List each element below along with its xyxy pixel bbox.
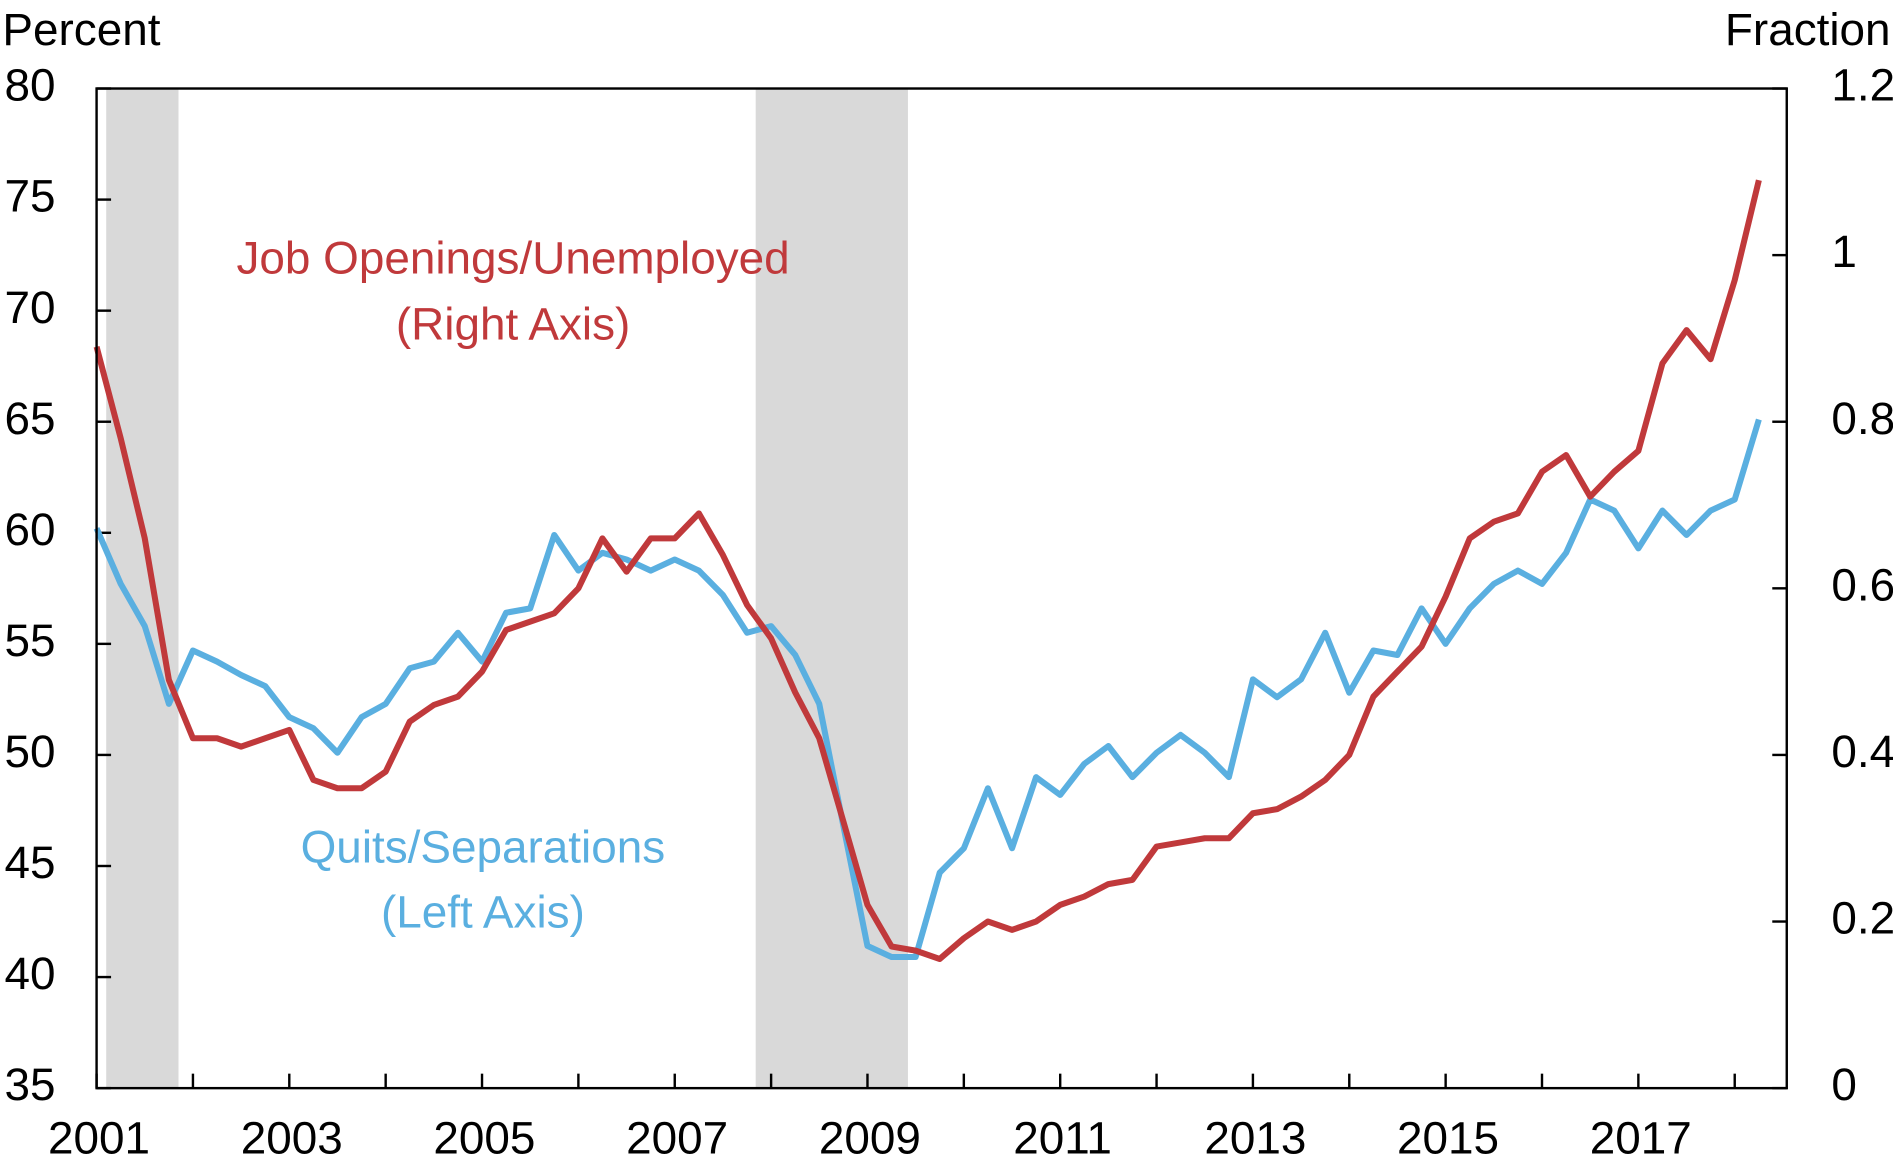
y-tick-label: 50 xyxy=(5,725,56,777)
y-tick-label: 75 xyxy=(5,170,56,222)
recession-band xyxy=(106,88,179,1089)
x-tick-label: 2005 xyxy=(433,1111,535,1163)
annotation: (Right Axis) xyxy=(396,298,630,350)
y2-tick-label: 0.6 xyxy=(1831,558,1893,610)
x-tick-label: 2003 xyxy=(241,1111,343,1163)
recession-band xyxy=(755,88,908,1089)
x-tick-label: 2009 xyxy=(819,1111,921,1163)
y2-tick-label: 0.8 xyxy=(1831,392,1893,444)
y2-tick-label: 1.2 xyxy=(1831,59,1893,111)
series-line xyxy=(93,179,1762,962)
y2-tick-label: 0 xyxy=(1831,1058,1857,1110)
y2-tick-label: 1 xyxy=(1831,225,1857,277)
y-tick-label: 35 xyxy=(5,1058,56,1110)
series-line xyxy=(93,418,1762,961)
y2-tick-label: 0.2 xyxy=(1831,892,1893,944)
y-tick-label: 55 xyxy=(5,614,56,666)
x-tick-label: 2001 xyxy=(48,1111,150,1163)
x-tick-label: 2013 xyxy=(1204,1111,1306,1163)
y-tick-label: 80 xyxy=(5,59,56,111)
plot-frame xyxy=(95,87,1788,1090)
y-tick-label: 70 xyxy=(5,281,56,333)
y-tick-label: 65 xyxy=(5,392,56,444)
annotation: (Left Axis) xyxy=(381,886,585,938)
y-tick-label: 40 xyxy=(5,947,56,999)
y2-tick-label: 0.4 xyxy=(1831,725,1893,777)
annotation: Quits/Separations xyxy=(301,820,666,872)
y-tick-label: 60 xyxy=(5,503,56,555)
x-tick-label: 2007 xyxy=(626,1111,728,1163)
y-tick-label: 45 xyxy=(5,836,56,888)
x-tick-label: 2017 xyxy=(1590,1111,1692,1163)
y-axis-label: Percent xyxy=(2,3,160,55)
x-tick-label: 2011 xyxy=(1013,1111,1112,1163)
x-tick-label: 2015 xyxy=(1397,1111,1499,1163)
y2-axis-label: Fraction xyxy=(1725,3,1891,55)
annotation: Job Openings/Unemployed xyxy=(236,231,789,283)
